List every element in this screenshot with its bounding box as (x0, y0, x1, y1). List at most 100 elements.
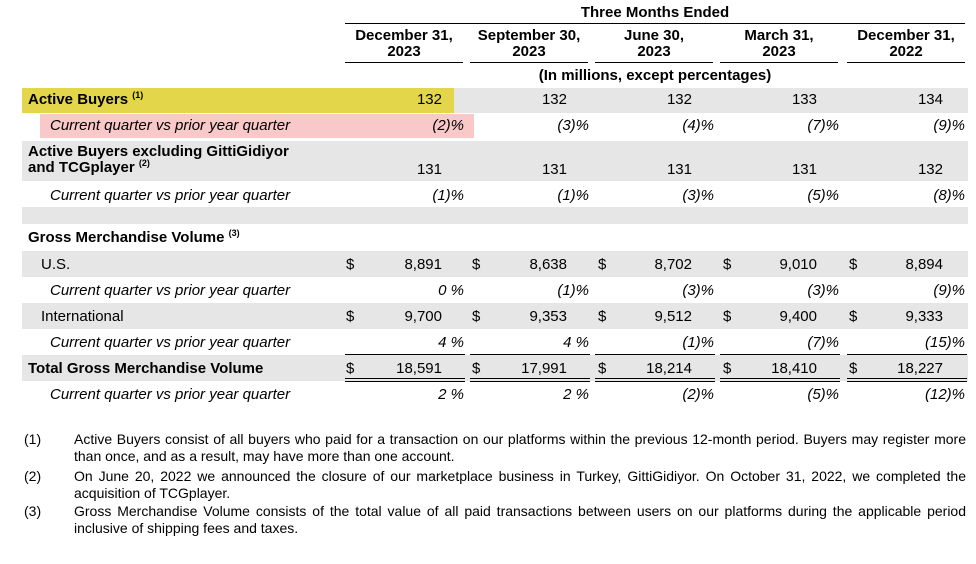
currency-symbol: $ (723, 256, 732, 273)
total-change-value: (2)% (682, 386, 714, 403)
currency-symbol: $ (849, 308, 858, 325)
us-change-value: (3)% (682, 282, 714, 299)
active-buyers-value: 132 (666, 91, 692, 108)
subtotal-rule-1 (345, 354, 465, 355)
active-buyers-ex-change-value: (3)% (682, 187, 714, 204)
currency-symbol: $ (723, 360, 732, 377)
column-rule-5 (847, 62, 965, 63)
column-header-1: December 31, 2023 (355, 27, 453, 60)
us-value: 8,702 (654, 256, 692, 273)
international-change-value: (1)% (682, 334, 714, 351)
footnote-text: Active Buyers consist of all buyers who … (74, 431, 966, 464)
column-rule-2 (470, 62, 588, 63)
currency-symbol: $ (346, 256, 355, 273)
active-buyers-value: 132 (416, 91, 442, 108)
currency-symbol: $ (598, 360, 607, 377)
subtotal-rule-5 (847, 354, 967, 355)
active-buyers-change-value: (9)% (933, 117, 965, 134)
international-value: 9,333 (905, 308, 943, 325)
international-value: 9,700 (404, 308, 442, 325)
total-gmv-value: 18,227 (897, 360, 943, 377)
column-header-3: June 30, 2023 (623, 27, 685, 60)
footnote-number: (3) (24, 503, 42, 519)
active-buyers-ex-change-value: (5)% (807, 187, 839, 204)
active-buyers-value: 132 (541, 91, 567, 108)
row-label-us: U.S. (41, 256, 71, 273)
currency-symbol: $ (723, 308, 732, 325)
currency-symbol: $ (472, 308, 481, 325)
column-rule-4 (720, 62, 838, 63)
section-heading-gmv: Gross Merchandise Volume (3) (28, 228, 240, 247)
currency-symbol: $ (598, 256, 607, 273)
total-gmv-value: 18,591 (396, 360, 442, 377)
active-buyers-value: 133 (791, 91, 817, 108)
currency-symbol: $ (472, 360, 481, 377)
row-label-international-change: Current quarter vs prior year quarter (50, 334, 291, 351)
us-change-value: (1)% (557, 282, 589, 299)
subtotal-rule-2 (470, 354, 590, 355)
total-change-value: 2 % (563, 386, 589, 403)
us-change-value: (9)% (933, 282, 965, 299)
period-title-rule (345, 23, 965, 24)
currency-symbol: $ (849, 360, 858, 377)
us-change-value: (3)% (807, 282, 839, 299)
us-value: 8,894 (905, 256, 943, 273)
row-label-international: International (41, 308, 124, 325)
us-value: 8,891 (404, 256, 442, 273)
active-buyers-change-value: (3)% (557, 117, 589, 134)
column-rule-1 (345, 62, 463, 63)
row-band-gmv-spacer (22, 207, 968, 224)
active-buyers-change-value: (2)% (432, 117, 464, 134)
active-buyers-change-value: (7)% (807, 117, 839, 134)
currency-symbol: $ (598, 308, 607, 325)
active-buyers-ex-value: 132 (917, 161, 943, 178)
total-change-value: (12)% (924, 386, 965, 403)
us-change-value: 0 % (438, 282, 464, 299)
international-change-value: 4 % (438, 334, 464, 351)
row-label-total-change: Current quarter vs prior year quarter (50, 386, 291, 403)
row-band-total (22, 355, 968, 381)
total-change-value: 2 % (438, 386, 464, 403)
total-double-rule-3 (595, 378, 715, 382)
active-buyers-ex-value: 131 (791, 161, 817, 178)
total-double-rule-4 (720, 378, 840, 382)
row-label-active-buyers-ex-change: Current quarter vs prior year quarter (50, 187, 291, 204)
period-title: Three Months Ended (580, 4, 730, 21)
international-change-value: (15)% (924, 334, 965, 351)
column-header-4: March 31, 2023 (744, 27, 814, 60)
footnote-text: On June 20, 2022 we announced the closur… (74, 468, 966, 501)
highlight-active-buyers (22, 88, 454, 113)
highlight-active-buyers-change (40, 114, 474, 138)
column-header-5: December 31, 2022 (857, 27, 955, 60)
row-label-active-buyers: Active Buyers (1) (28, 90, 144, 109)
row-label-us-change: Current quarter vs prior year quarter (50, 282, 291, 299)
subtotal-rule-4 (720, 354, 840, 355)
currency-symbol: $ (472, 256, 481, 273)
total-double-rule-2 (470, 378, 590, 382)
active-buyers-ex-value: 131 (541, 161, 567, 178)
row-label-active-buyers-change: Current quarter vs prior year quarter (50, 117, 291, 134)
active-buyers-value: 134 (917, 91, 943, 108)
international-change-value: 4 % (563, 334, 589, 351)
footnote-number: (2) (24, 468, 42, 484)
us-value: 8,638 (529, 256, 567, 273)
units-note: (In millions, except percentages) (538, 67, 772, 84)
international-value: 9,353 (529, 308, 567, 325)
footnote-text: Gross Merchandise Volume consists of the… (74, 503, 966, 536)
active-buyers-change-value: (4)% (682, 117, 714, 134)
active-buyers-ex-change-value: (1)% (432, 187, 464, 204)
subtotal-rule-3 (595, 354, 715, 355)
row-label-active-buyers-ex: Active Buyers excluding GittiGidiyor and… (28, 143, 289, 176)
row-band-us (22, 251, 968, 277)
total-gmv-value: 18,410 (771, 360, 817, 377)
column-rule-3 (595, 62, 713, 63)
currency-symbol: $ (346, 360, 355, 377)
international-value: 9,400 (779, 308, 817, 325)
international-change-value: (7)% (807, 334, 839, 351)
total-change-value: (5)% (807, 386, 839, 403)
row-band-active-buyers-ex (22, 141, 968, 181)
total-gmv-value: 18,214 (646, 360, 692, 377)
footnote-number: (1) (24, 431, 42, 447)
international-value: 9,512 (654, 308, 692, 325)
total-double-rule-5 (847, 378, 967, 382)
